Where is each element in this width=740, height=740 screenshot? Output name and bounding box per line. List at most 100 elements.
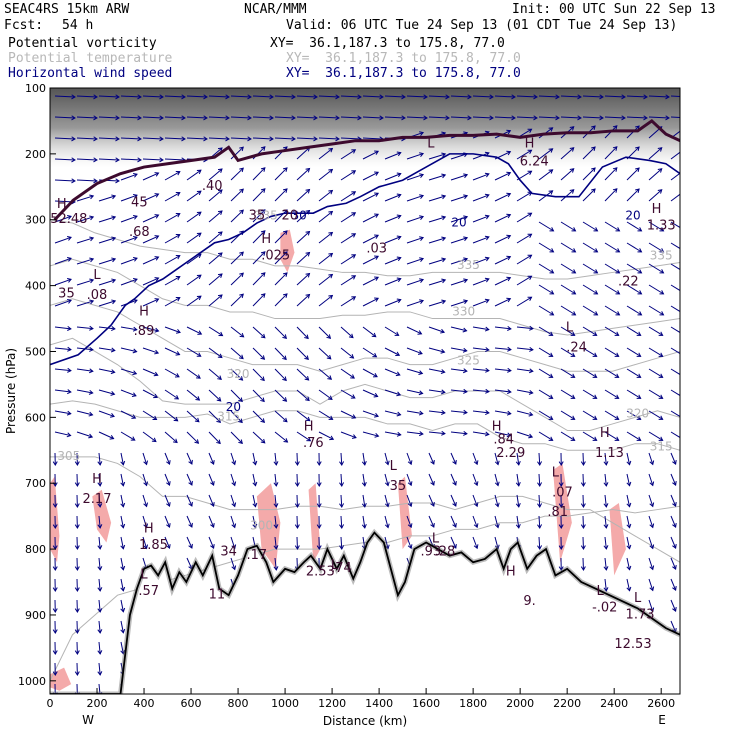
wind-arrow-head: [549, 311, 555, 316]
wind-arrow: [208, 189, 223, 202]
wind-arrow-head: [441, 257, 447, 263]
wind-arrow: [120, 410, 136, 419]
wind-arrow: [230, 389, 243, 402]
pv-fill-region: [553, 463, 572, 563]
wind-arrow-head: [361, 502, 367, 508]
y-tick-label: 900: [25, 609, 46, 622]
wind-arrow: [406, 515, 412, 528]
wind-arrow-head: [658, 436, 664, 441]
wind-arrow: [252, 188, 266, 202]
wind-arrow: [318, 347, 332, 360]
wind-arrow: [604, 95, 625, 98]
wind-arrow: [230, 251, 244, 265]
wind-arrow: [428, 368, 445, 373]
wind-label: 20: [625, 209, 640, 223]
wind-arrow: [582, 167, 596, 181]
wind-arrow-head: [401, 94, 406, 100]
wind-arrow: [340, 536, 343, 550]
wind-arrow: [54, 116, 75, 119]
wind-arrow-head: [231, 502, 237, 508]
wind-arrow-head: [506, 129, 512, 135]
wind-arrow: [384, 152, 401, 160]
wind-arrow: [670, 347, 680, 355]
wind-arrow-head: [681, 311, 685, 315]
wind-arrow-head: [291, 136, 296, 142]
wind-arrow-head: [74, 566, 80, 571]
wind-arrow: [120, 257, 138, 265]
wind-arrow: [164, 234, 181, 244]
wind-arrow: [120, 557, 124, 570]
wind-arrow-head: [537, 482, 543, 487]
wind-arrow-head: [558, 566, 564, 571]
wind-arrow: [560, 389, 575, 399]
wind-arrow: [98, 662, 101, 675]
wind-arrow: [54, 299, 72, 307]
wind-arrow-head: [548, 394, 554, 399]
wind-arrow: [54, 368, 71, 372]
wind-arrow: [406, 153, 424, 160]
wind-arrow: [186, 452, 193, 465]
wind-arrow-head: [615, 269, 621, 274]
wind-arrow-head: [326, 354, 332, 360]
wind-arrow: [274, 389, 287, 402]
wind-arrow-head: [687, 95, 691, 99]
wind-arrow: [76, 431, 93, 438]
wind-arrow: [186, 431, 199, 444]
wind-arrow: [516, 452, 520, 465]
wind-arrow-head: [71, 94, 76, 100]
wind-arrow-head: [89, 325, 94, 331]
wind-arrow: [98, 578, 101, 591]
wind-arrow: [164, 297, 181, 307]
wind-arrow: [604, 221, 620, 232]
wind-arrow-head: [181, 94, 186, 100]
wind-arrow-head: [176, 329, 181, 334]
wind-arrow: [208, 252, 223, 265]
wind-arrow-head: [374, 192, 380, 197]
x-tick-label: 0: [47, 697, 54, 710]
wind-arrow-head: [681, 269, 685, 273]
wind-arrow-head: [97, 524, 103, 529]
wind-arrow: [648, 578, 654, 591]
wind-arrow: [648, 116, 669, 119]
wind-arrow-head: [672, 586, 677, 591]
wind-label: 20: [226, 400, 241, 414]
wind-arrow-head: [548, 190, 554, 195]
wind-arrow-head: [143, 460, 149, 466]
init-time: Init: 00 UTC Sun 22 Sep 13: [512, 2, 716, 17]
wind-arrow-head: [111, 215, 117, 221]
wind-arrow-head: [74, 545, 80, 550]
wind-arrow: [626, 368, 641, 378]
wind-arrow-head: [528, 411, 534, 417]
wind-arrow-head: [351, 275, 357, 280]
wind-arrow: [670, 494, 677, 507]
wind-arrow-head: [636, 352, 642, 357]
wind-arrow: [186, 368, 201, 379]
wind-arrow: [76, 237, 94, 244]
pv-extremum-label: H: [304, 420, 314, 435]
wind-arrow: [208, 515, 215, 528]
wind-arrow-head: [247, 115, 252, 121]
wind-arrow-head: [452, 543, 457, 549]
wind-arrow: [296, 431, 311, 442]
wind-arrow-head: [614, 352, 620, 357]
wind-arrow: [428, 410, 445, 414]
wind-arrow: [340, 473, 343, 487]
wind-arrow: [560, 168, 575, 181]
wind-arrow-head: [239, 167, 244, 173]
wind-arrow: [76, 216, 94, 223]
wind-arrow: [208, 326, 223, 336]
wind-arrow: [164, 536, 170, 549]
wind-arrow: [230, 536, 236, 549]
wind-arrow-head: [395, 351, 401, 357]
wind-arrow-head: [396, 391, 402, 397]
wind-arrow-head: [238, 376, 244, 381]
wind-arrow-head: [489, 115, 494, 121]
wind-arrow: [98, 452, 101, 465]
wind-arrow: [274, 272, 288, 286]
wind-arrow: [208, 494, 215, 507]
wind-arrow-head: [484, 277, 490, 283]
wind-arrow-head: [351, 296, 357, 301]
wind-arrow: [582, 368, 597, 378]
wind-arrow: [560, 221, 576, 232]
wind-arrow: [142, 193, 159, 202]
